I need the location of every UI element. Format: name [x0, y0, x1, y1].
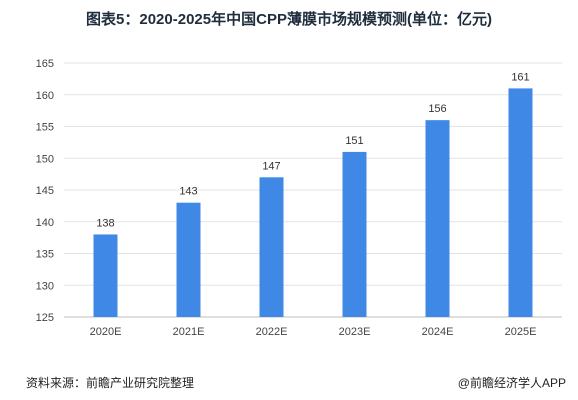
bar — [425, 120, 450, 318]
x-tick-label: 2025E — [505, 326, 537, 338]
data-label: 161 — [511, 71, 529, 83]
bar — [176, 202, 201, 317]
bar — [259, 177, 284, 317]
data-label: 138 — [96, 217, 114, 229]
chart-title: 图表5：2020-2025年中国CPP薄膜市场规模预测(单位：亿元) — [86, 11, 492, 28]
y-tick-label: 150 — [36, 153, 54, 165]
x-tick-label: 2022E — [256, 326, 288, 338]
source-note: 资料来源：前瞻产业研究院整理 — [26, 376, 195, 390]
data-label: 143 — [179, 186, 197, 198]
bar — [342, 151, 367, 317]
y-tick-label: 145 — [36, 185, 54, 197]
x-tick-label: 2020E — [90, 326, 122, 338]
y-tick-label: 155 — [36, 122, 54, 134]
y-tick-label: 160 — [36, 90, 54, 102]
bar-chart: 125 130 135 140 145 150 155 160 165 138 2020E 143 20… — [36, 58, 562, 338]
x-tick-label: 2021E — [173, 326, 205, 338]
bar — [508, 88, 533, 318]
data-label: 151 — [345, 135, 363, 147]
y-tick-label: 125 — [36, 312, 54, 324]
y-tick-label: 140 — [36, 217, 54, 229]
y-tick-label: 135 — [36, 249, 54, 261]
x-tick-label: 2024E — [422, 326, 454, 338]
y-tick-label: 165 — [36, 58, 54, 70]
y-tick-label: 130 — [36, 280, 54, 292]
data-label: 156 — [428, 103, 446, 115]
bar — [93, 234, 118, 317]
x-tick-label: 2023E — [339, 326, 371, 338]
data-label: 147 — [262, 160, 280, 172]
brand-note: @前瞻经济学人APP — [457, 376, 566, 390]
